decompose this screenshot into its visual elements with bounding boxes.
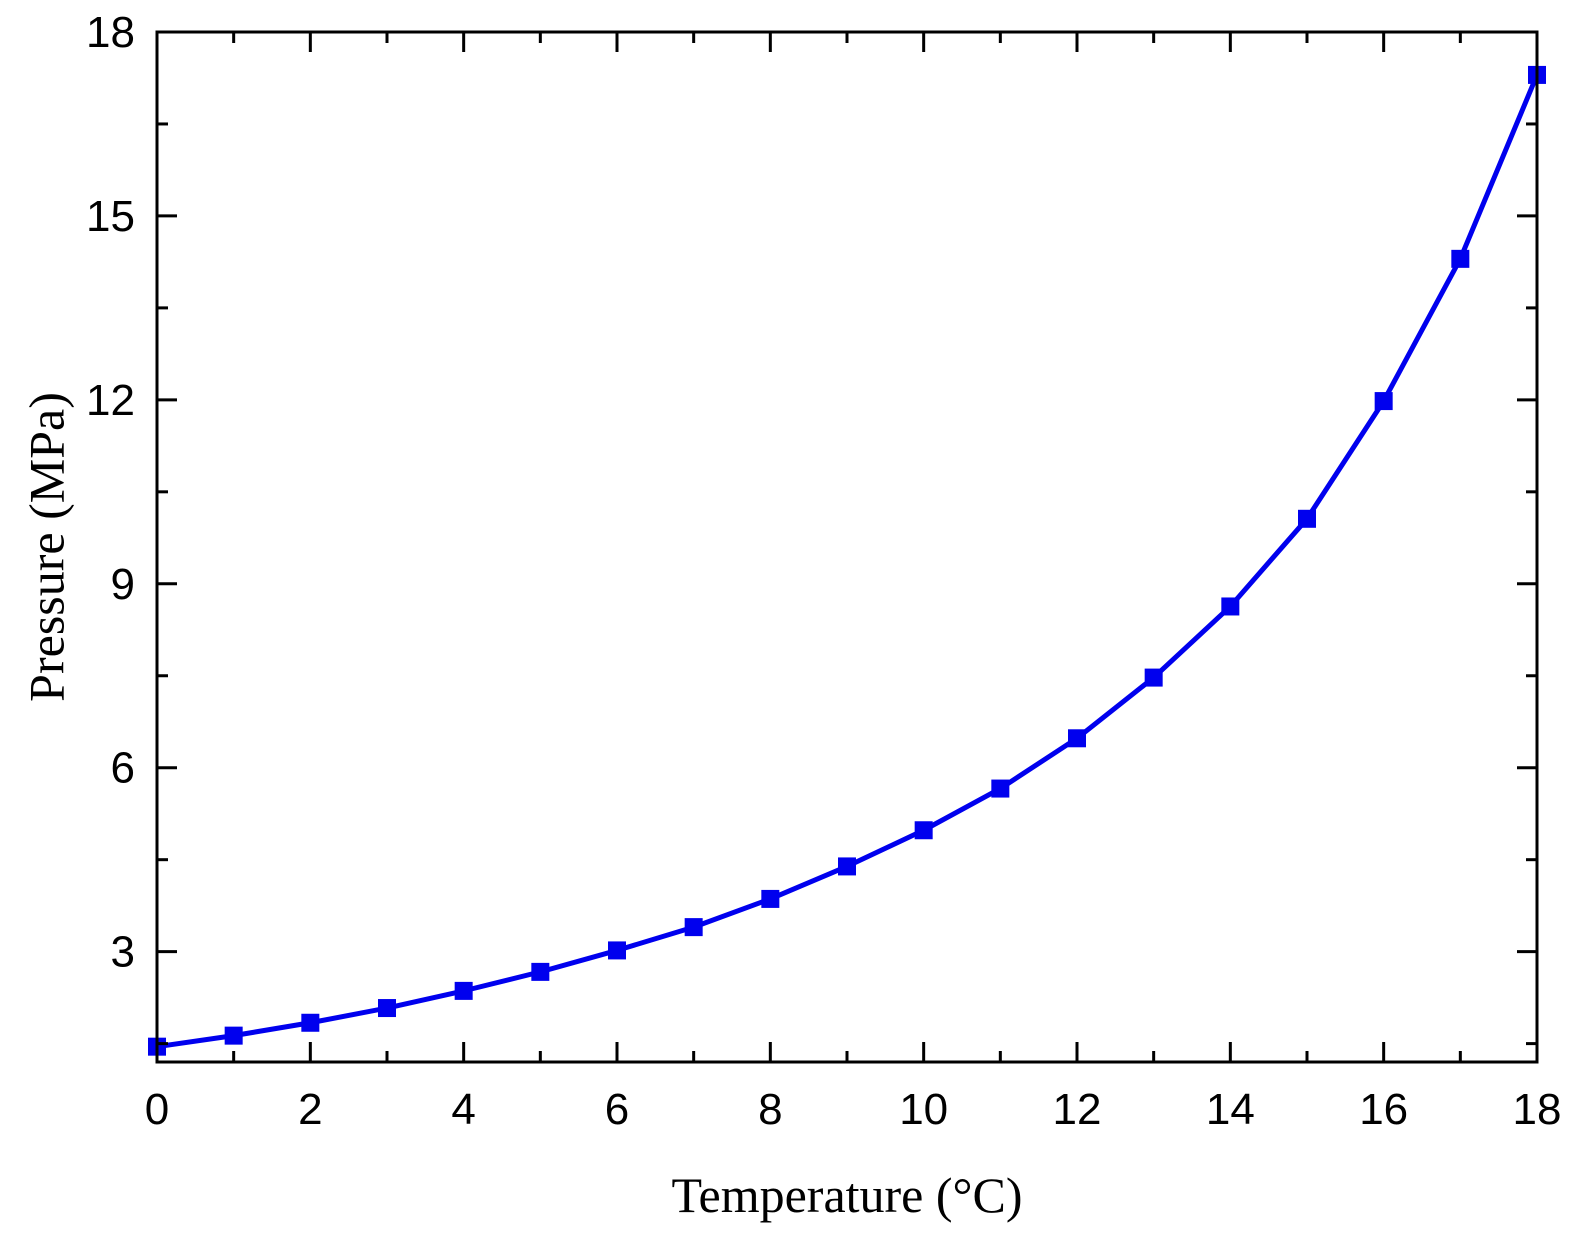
data-point-marker [1144, 668, 1163, 687]
data-point-marker [1374, 392, 1393, 411]
data-point-marker [761, 889, 780, 908]
x-tick-label: 0 [145, 1085, 169, 1134]
x-axis-label: Temperature (°C) [671, 1167, 1022, 1223]
y-tick-label: 3 [111, 928, 135, 977]
y-axis-label: Pressure (MPa) [19, 392, 75, 702]
axes: 0 2 4 6 8 10 12 14 16 18 3 6 9 12 15 18 [86, 8, 1561, 1134]
data-point-marker [378, 999, 396, 1018]
y-tick-label: 12 [86, 376, 135, 425]
y-tick-label: 9 [111, 560, 135, 609]
data-point-marker [1451, 249, 1470, 268]
x-tick-label: 16 [1359, 1085, 1408, 1134]
x-tick-label: 8 [758, 1085, 782, 1134]
data-point-marker [301, 1013, 320, 1032]
data-point-marker [914, 821, 933, 840]
x-tick-label: 14 [1206, 1085, 1255, 1134]
series-line [156, 73, 1540, 1050]
data-point-marker [224, 1026, 243, 1045]
data-point-marker [991, 779, 1010, 798]
x-tick-label: 4 [451, 1085, 475, 1134]
plot-frame [155, 30, 1539, 1064]
y-tick-label: 6 [111, 744, 135, 793]
data-point-marker [454, 981, 473, 1000]
data-point-marker [608, 941, 626, 960]
data-point-marker [1068, 729, 1086, 748]
data-point-marker [1298, 509, 1316, 528]
data-point-marker [531, 962, 550, 981]
y-tick-label: 15 [86, 192, 135, 241]
data-point-marker [1221, 597, 1240, 616]
y-tick-label: 18 [86, 8, 135, 57]
x-tick-label: 10 [899, 1085, 948, 1134]
plot-area [148, 65, 1546, 1056]
x-tick-label: 18 [1513, 1085, 1562, 1134]
x-tick-label: 2 [298, 1085, 322, 1134]
x-tick-label: 12 [1053, 1085, 1102, 1134]
data-point-marker [838, 857, 856, 876]
x-tick-label: 6 [605, 1085, 629, 1134]
data-point-marker [684, 918, 703, 937]
